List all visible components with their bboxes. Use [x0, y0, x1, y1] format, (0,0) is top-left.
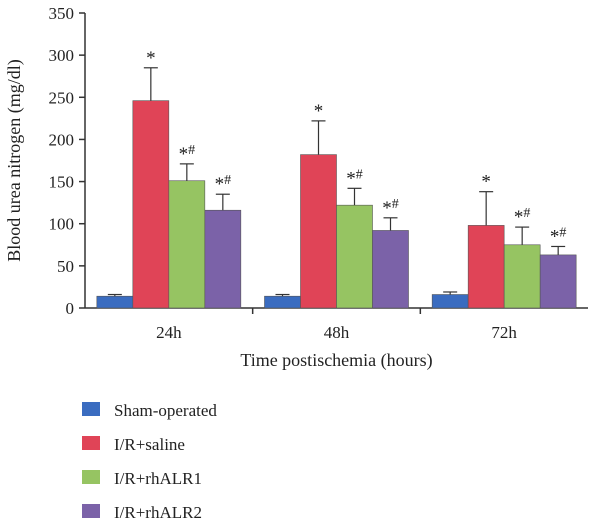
bar	[539, 254, 577, 309]
legend-swatch	[82, 436, 100, 450]
significance-label: *#	[382, 197, 399, 219]
significance-label: *	[481, 172, 491, 193]
y-tick-label: 0	[66, 299, 75, 318]
legend-swatch	[82, 402, 100, 416]
legend-label: I/R+rhALR2	[114, 503, 202, 522]
significance-label: *#	[346, 167, 363, 189]
y-tick-label: 200	[49, 130, 75, 149]
bar	[467, 225, 505, 309]
legend-label: I/R+rhALR1	[114, 469, 202, 488]
legend-label: I/R+saline	[114, 435, 185, 454]
significance-label: *#	[215, 173, 232, 195]
bar	[204, 209, 242, 309]
legend-label: Sham-operated	[114, 401, 217, 420]
y-tick-label: 350	[49, 4, 75, 23]
y-tick-label: 250	[49, 88, 75, 107]
bar	[168, 180, 206, 309]
bar	[336, 204, 373, 309]
x-axis-title: Time postischemia (hours)	[240, 350, 432, 371]
bar	[431, 294, 469, 309]
significance-label: *	[314, 101, 324, 122]
legend-swatch	[82, 504, 100, 518]
axes: 0 50 100 150 200 250 300 350 24h 48h 72h	[49, 4, 588, 342]
significance-label: *#	[550, 225, 567, 247]
x-tick-label: 48h	[324, 323, 350, 342]
significance-label: *	[146, 48, 156, 69]
y-axis-title: Blood urea nitrogen (mg/dl)	[4, 59, 25, 261]
legend: Sham-operated I/R+saline I/R+rhALR1 I/R+rhA…	[82, 401, 217, 522]
bar	[300, 154, 337, 309]
legend-swatch	[82, 470, 100, 484]
y-tick-label: 100	[49, 215, 75, 234]
x-tick-label: 24h	[156, 323, 182, 342]
bar	[96, 295, 134, 309]
bars: * *# *# * *# *# * *# *#	[96, 48, 577, 309]
x-tick-label: 72h	[491, 323, 517, 342]
significance-label: *#	[514, 206, 531, 228]
bar	[264, 295, 301, 309]
y-tick-label: 150	[49, 173, 75, 192]
bar	[503, 244, 541, 309]
y-tick-label: 300	[49, 46, 75, 65]
y-tick-label: 50	[57, 257, 74, 276]
bar	[372, 230, 409, 309]
bar	[132, 100, 170, 309]
significance-label: *#	[179, 143, 196, 165]
